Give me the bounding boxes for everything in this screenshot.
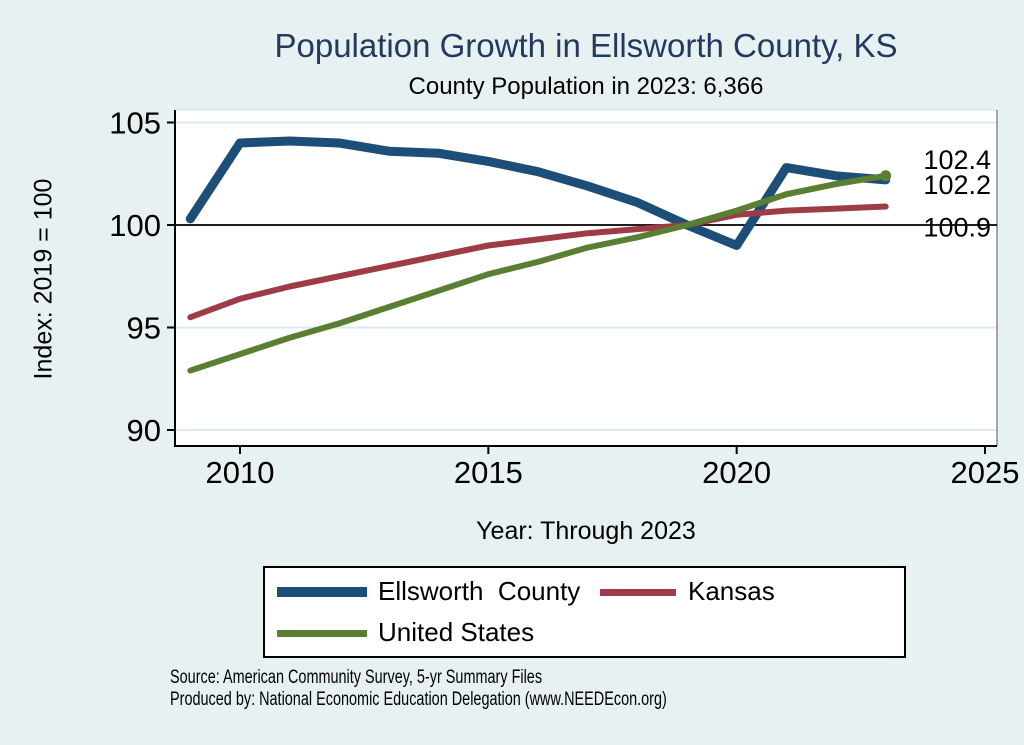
legend-label-ellsworth-county: Ellsworth County	[378, 576, 581, 606]
legend-label-united-states: United States	[378, 617, 535, 647]
y-tick-label-105: 105	[109, 106, 161, 141]
y-tick-label-95: 95	[127, 311, 161, 346]
legend-swatch-ellsworth-county	[277, 587, 367, 597]
series-ellsworth-county	[185, 136, 891, 250]
plot-area	[175, 110, 997, 446]
series-united-states	[187, 172, 889, 374]
series-kansas	[187, 203, 889, 321]
y-tick-label-90: 90	[127, 413, 161, 448]
x-tick-label-2025: 2025	[951, 455, 1020, 490]
footer-source: Source: American Community Survey, 5-yr …	[170, 667, 543, 688]
legend: Ellsworth County Kansas United States	[263, 566, 906, 658]
end-label-100.9: 100.9	[923, 213, 991, 243]
x-axis-title: Year: Through 2023	[476, 517, 696, 545]
legend-label-kansas: Kansas	[688, 576, 775, 606]
footer-produced-by: Produced by: National Economic Education…	[170, 689, 667, 710]
footer: Source: American Community Survey, 5-yr …	[170, 667, 667, 711]
x-tick-label-2015: 2015	[454, 455, 523, 490]
x-tick-label-2010: 2010	[206, 455, 275, 490]
end-label-102.2: 102.2	[923, 170, 991, 200]
y-tick-label-100: 100	[109, 208, 161, 243]
end-label-102.4: 102.4	[923, 145, 991, 175]
chart-subtitle: County Population in 2023: 6,366	[408, 73, 764, 100]
united-states-end-marker	[880, 170, 892, 182]
legend-swatch-united-states	[277, 629, 367, 637]
legend-swatch-kansas	[600, 588, 676, 596]
x-tick-label-2020: 2020	[702, 455, 771, 490]
chart-title: Population Growth in Ellsworth County, K…	[274, 27, 898, 64]
